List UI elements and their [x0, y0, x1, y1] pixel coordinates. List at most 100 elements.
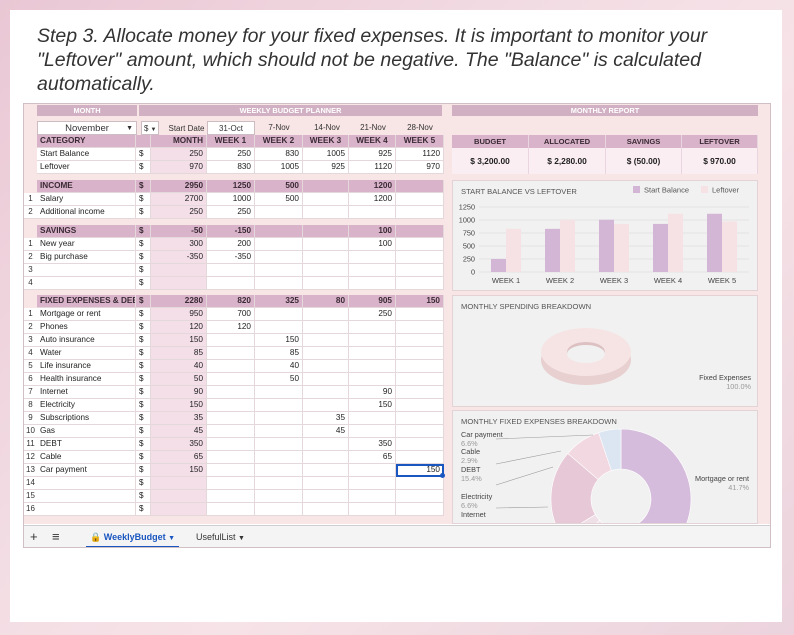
week-1-cell[interactable]: 200	[207, 238, 255, 251]
month-total-cell[interactable]: 970	[151, 161, 207, 174]
week-2-cell[interactable]	[255, 490, 303, 503]
currency-cell[interactable]: $	[136, 399, 151, 412]
week-4-cell[interactable]	[349, 251, 396, 264]
month-total-cell[interactable]: 250	[151, 148, 207, 161]
category-label[interactable]: DEBT	[37, 438, 136, 451]
currency-cell[interactable]: $	[136, 180, 151, 193]
week-1-cell[interactable]: -350	[207, 251, 255, 264]
month-total-cell[interactable]	[151, 264, 207, 277]
month-total-cell[interactable]: 300	[151, 238, 207, 251]
currency-cell[interactable]: $	[136, 425, 151, 438]
week-1-cell[interactable]	[207, 425, 255, 438]
week-5-cell[interactable]	[396, 490, 444, 503]
week-1-cell[interactable]	[207, 490, 255, 503]
currency-cell[interactable]: $	[136, 225, 151, 238]
week-4-cell[interactable]	[349, 264, 396, 277]
week-3-cell[interactable]	[303, 277, 349, 290]
week-4-cell[interactable]	[349, 277, 396, 290]
week-2-cell[interactable]	[255, 477, 303, 490]
week-3-cell[interactable]	[303, 251, 349, 264]
week-1-cell[interactable]: 1250	[207, 180, 255, 193]
week-2-cell[interactable]	[255, 264, 303, 277]
fill-handle[interactable]	[440, 473, 445, 478]
week-5-cell[interactable]	[396, 503, 444, 516]
currency-cell[interactable]: $	[136, 251, 151, 264]
currency-cell[interactable]: $	[136, 503, 151, 516]
week-2-cell[interactable]	[255, 425, 303, 438]
currency-cell[interactable]: $	[136, 321, 151, 334]
month-total-cell[interactable]: 150	[151, 334, 207, 347]
category-label[interactable]	[37, 277, 136, 290]
category-label[interactable]: Internet	[37, 386, 136, 399]
week-2-cell[interactable]: 1005	[255, 161, 303, 174]
month-total-cell[interactable]: -50	[151, 225, 207, 238]
week-5-cell[interactable]	[396, 399, 444, 412]
week-3-cell[interactable]	[303, 193, 349, 206]
week-3-cell[interactable]	[303, 308, 349, 321]
category-label[interactable]	[37, 477, 136, 490]
month-total-cell[interactable]: 2700	[151, 193, 207, 206]
category-label[interactable]: Big purchase	[37, 251, 136, 264]
currency-cell[interactable]: $	[136, 464, 151, 477]
week-1-cell[interactable]: 830	[207, 161, 255, 174]
week-1-cell[interactable]	[207, 386, 255, 399]
week-1-cell[interactable]	[207, 334, 255, 347]
week-5-cell[interactable]	[396, 438, 444, 451]
week-2-cell[interactable]	[255, 464, 303, 477]
week-2-cell[interactable]	[255, 386, 303, 399]
week-5-cell[interactable]	[396, 277, 444, 290]
week-5-cell[interactable]	[396, 180, 444, 193]
week-2-cell[interactable]: 830	[255, 148, 303, 161]
month-total-cell[interactable]: 150	[151, 464, 207, 477]
week-3-column-header[interactable]: WEEK 3	[303, 135, 349, 148]
week-1-cell[interactable]	[207, 264, 255, 277]
week-3-cell[interactable]	[303, 477, 349, 490]
month-column-header[interactable]: MONTH	[151, 135, 207, 148]
week-4-cell[interactable]	[349, 412, 396, 425]
month-total-cell[interactable]: 950	[151, 308, 207, 321]
week-5-cell[interactable]	[396, 360, 444, 373]
week-3-cell[interactable]	[303, 347, 349, 360]
week-1-cell[interactable]	[207, 464, 255, 477]
currency-cell[interactable]: $	[136, 161, 151, 174]
week-3-cell[interactable]: 925	[303, 161, 349, 174]
week-5-cell[interactable]: 1120	[396, 148, 444, 161]
week-5-cell[interactable]	[396, 412, 444, 425]
category-label[interactable]: Mortgage or rent	[37, 308, 136, 321]
currency-cell[interactable]: $	[136, 148, 151, 161]
currency-cell[interactable]: $	[136, 451, 151, 464]
week-3-cell[interactable]	[303, 399, 349, 412]
week-5-cell[interactable]	[396, 238, 444, 251]
month-total-cell[interactable]: 150	[151, 399, 207, 412]
currency-cell[interactable]: $	[136, 295, 151, 308]
week-5-cell[interactable]	[396, 347, 444, 360]
category-column-header[interactable]: CATEGORY	[37, 135, 136, 148]
week-1-cell[interactable]	[207, 503, 255, 516]
week-3-cell[interactable]	[303, 264, 349, 277]
currency-cell[interactable]: $	[136, 477, 151, 490]
month-total-cell[interactable]: 50	[151, 373, 207, 386]
category-label[interactable]	[37, 490, 136, 503]
currency-cell[interactable]: $	[136, 412, 151, 425]
week-2-cell[interactable]: 40	[255, 360, 303, 373]
week-4-cell[interactable]: 1120	[349, 161, 396, 174]
category-label[interactable]: Health insurance	[37, 373, 136, 386]
currency-cell[interactable]: $	[136, 193, 151, 206]
currency-cell[interactable]: $	[136, 347, 151, 360]
week-4-cell[interactable]: 90	[349, 386, 396, 399]
week-1-cell[interactable]	[207, 477, 255, 490]
week-3-cell[interactable]	[303, 225, 349, 238]
tab-weekly-budget[interactable]: 🔒 WeeklyBudget ▼	[86, 528, 180, 547]
week-2-cell[interactable]: 50	[255, 373, 303, 386]
month-dropdown[interactable]: November ▼	[37, 121, 137, 135]
currency-cell[interactable]: $	[136, 206, 151, 219]
week-5-cell[interactable]	[396, 373, 444, 386]
week-2-cell[interactable]	[255, 238, 303, 251]
week-4-cell[interactable]: 350	[349, 438, 396, 451]
section-header-label[interactable]: FIXED EXPENSES & DEBTS	[37, 295, 136, 308]
week-3-cell[interactable]: 35	[303, 412, 349, 425]
currency-cell[interactable]: $	[136, 308, 151, 321]
week-2-cell[interactable]	[255, 251, 303, 264]
week-2-cell[interactable]	[255, 206, 303, 219]
category-label[interactable]: Life insurance	[37, 360, 136, 373]
